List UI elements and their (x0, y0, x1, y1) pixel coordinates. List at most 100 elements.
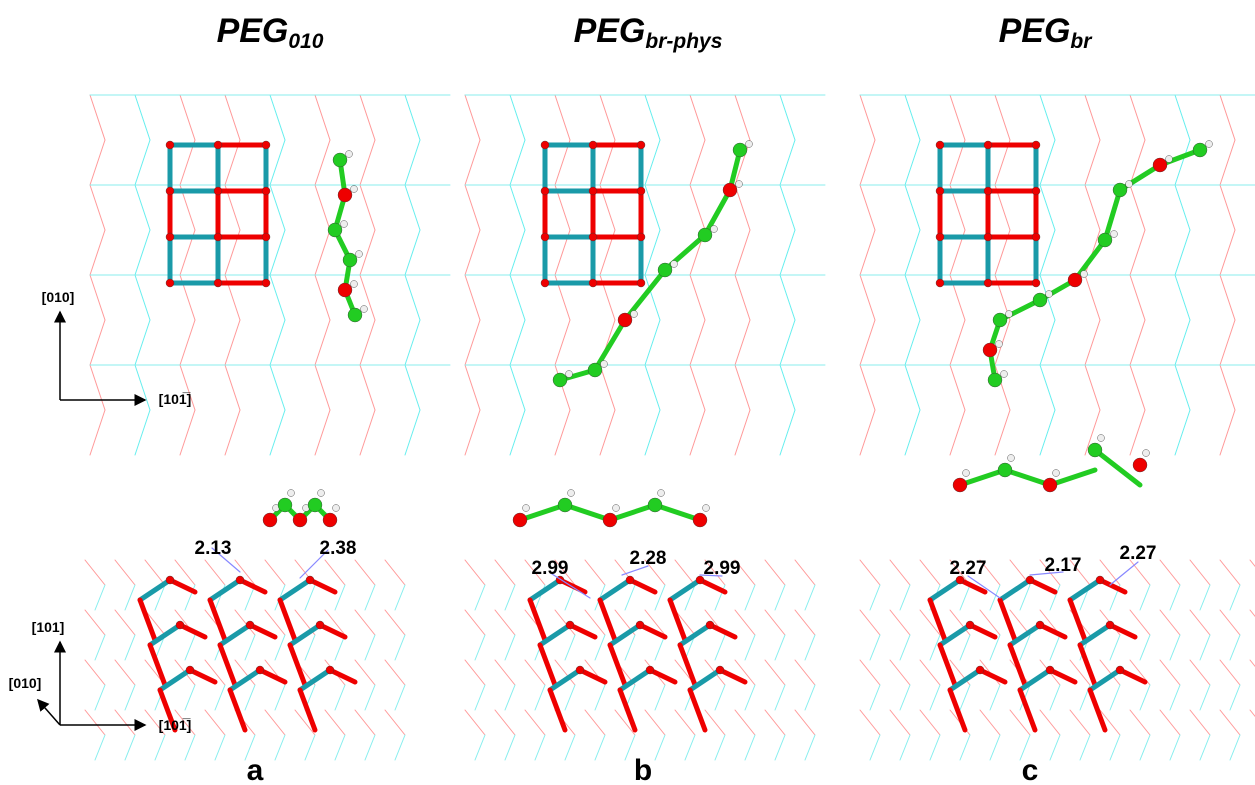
lattice (95, 585, 105, 610)
atom (603, 513, 617, 527)
atom (1032, 233, 1040, 241)
lattice (90, 275, 105, 320)
atom (166, 576, 174, 584)
lattice (465, 560, 485, 585)
lattice (215, 735, 225, 760)
lattice (1250, 660, 1255, 685)
lattice (1110, 685, 1120, 710)
lattice (1080, 735, 1090, 760)
lattice (475, 685, 485, 710)
lattice (395, 685, 405, 710)
lattice (1130, 610, 1150, 635)
lattice (1220, 710, 1240, 735)
bond (1070, 600, 1085, 640)
lattice (360, 410, 375, 455)
lattice (655, 735, 665, 760)
lattice (1070, 710, 1090, 735)
lattice (1220, 275, 1235, 320)
lattice (1085, 185, 1100, 230)
lattice (860, 140, 875, 185)
bond (220, 645, 235, 685)
lattice (995, 410, 1010, 455)
axis-label: [101] (32, 619, 65, 635)
atom (262, 187, 270, 195)
lattice (315, 140, 330, 185)
lattice (920, 660, 940, 685)
lattice (860, 410, 875, 455)
lattice (385, 660, 405, 685)
lattice (775, 635, 785, 660)
lattice (595, 735, 605, 760)
lattice (180, 95, 195, 140)
atom (984, 187, 992, 195)
lattice (510, 320, 525, 365)
lattice (465, 95, 480, 140)
lattice (185, 635, 195, 660)
atom (166, 233, 174, 241)
lattice (1220, 365, 1235, 410)
atom (984, 141, 992, 149)
lattice (960, 585, 970, 610)
lattice (745, 735, 755, 760)
lattice (90, 365, 105, 410)
lattice (1160, 710, 1180, 735)
atom (1008, 455, 1015, 462)
lattice (385, 610, 405, 635)
lattice (905, 410, 920, 455)
lattice (995, 95, 1010, 140)
lattice (555, 320, 570, 365)
lattice (920, 710, 940, 735)
atom (341, 221, 348, 228)
lattice (385, 560, 405, 585)
bond (620, 690, 635, 730)
lattice (135, 95, 150, 140)
lattice (690, 320, 705, 365)
lattice (135, 185, 150, 230)
lattice (1170, 735, 1180, 760)
atom (1043, 478, 1057, 492)
lattice (225, 365, 240, 410)
lattice (395, 635, 405, 660)
lattice (525, 660, 545, 685)
lattice (505, 585, 515, 610)
lattice (90, 95, 105, 140)
distance-label: 2.17 (1045, 555, 1082, 576)
lattice (1175, 230, 1190, 275)
atom (1046, 291, 1053, 298)
lattice (1110, 735, 1120, 760)
lattice (685, 735, 695, 760)
atom (214, 187, 222, 195)
lattice (890, 610, 910, 635)
bond (1020, 690, 1035, 730)
lattice (1130, 320, 1145, 365)
lattice (795, 560, 815, 585)
atom (236, 576, 244, 584)
lattice (535, 685, 545, 710)
lattice (395, 735, 405, 760)
lattice (360, 140, 375, 185)
lattice (1230, 635, 1240, 660)
lattice (125, 735, 135, 760)
lattice (275, 685, 285, 710)
lattice (690, 95, 705, 140)
lattice (335, 685, 345, 710)
lattice (980, 710, 1000, 735)
lattice (360, 95, 375, 140)
atom (343, 253, 357, 267)
lattice (905, 365, 920, 410)
bond (140, 580, 170, 600)
lattice (90, 320, 105, 365)
lattice (1085, 95, 1100, 140)
lattice (780, 410, 795, 455)
lattice (115, 610, 135, 635)
atom (618, 313, 632, 327)
bond (550, 690, 565, 730)
atom (746, 141, 753, 148)
lattice (1175, 320, 1190, 365)
lattice (1220, 95, 1235, 140)
lattice (735, 275, 750, 320)
lattice (225, 320, 240, 365)
lattice (465, 710, 485, 735)
bond (600, 600, 615, 640)
lattice (465, 185, 480, 230)
